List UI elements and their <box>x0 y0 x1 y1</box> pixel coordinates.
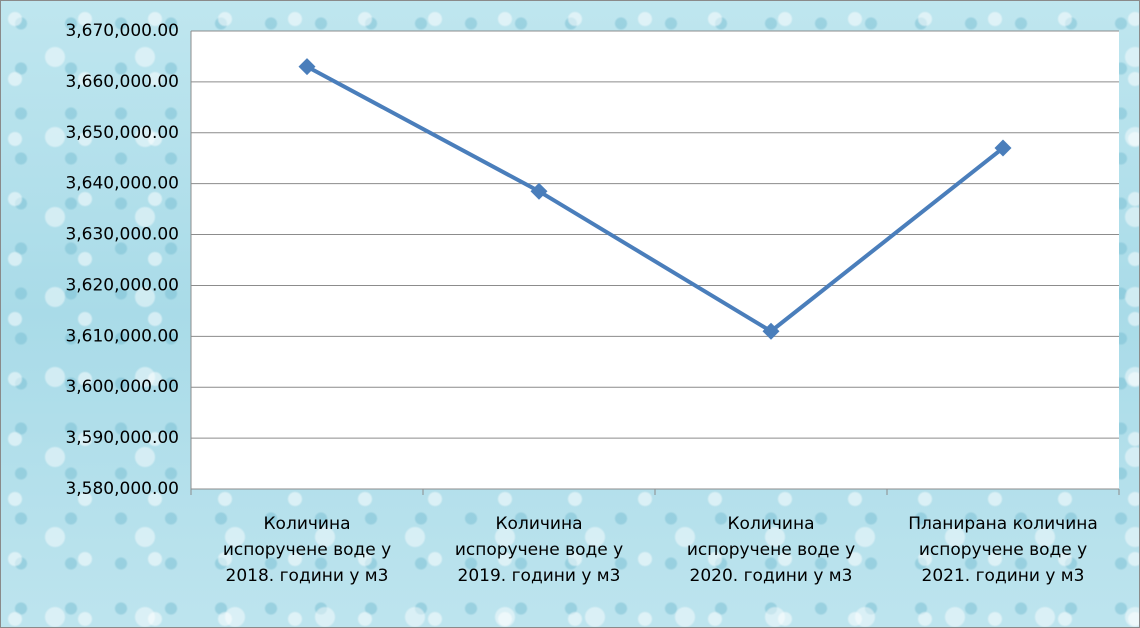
y-tick-label: 3,670,000.00 <box>65 21 179 41</box>
marker <box>994 139 1012 157</box>
y-tick-label: 3,590,000.00 <box>65 428 179 448</box>
x-tick-label: Планирана количина испоручене воде у 202… <box>908 514 1098 586</box>
y-tick-label: 3,610,000.00 <box>65 326 179 346</box>
y-tick-label: 3,650,000.00 <box>65 123 179 143</box>
y-tick-label: 3,640,000.00 <box>65 174 179 194</box>
marker <box>762 322 780 340</box>
x-tick-label: Количина испоручене воде у 2019. години … <box>454 514 624 586</box>
x-tick-label: Количина испоручене воде у 2018. години … <box>222 514 392 586</box>
y-tick-label: 3,660,000.00 <box>65 72 179 92</box>
y-tick-label: 3,580,000.00 <box>65 479 179 499</box>
line <box>306 64 1005 334</box>
y-tick-label: 3,620,000.00 <box>65 275 179 295</box>
y-tick-label: 3,600,000.00 <box>65 377 179 397</box>
y-tick-label: 3,630,000.00 <box>65 225 179 245</box>
x-tick-label: Количина испоручене воде у 2020. години … <box>686 514 856 586</box>
marker <box>530 182 548 200</box>
